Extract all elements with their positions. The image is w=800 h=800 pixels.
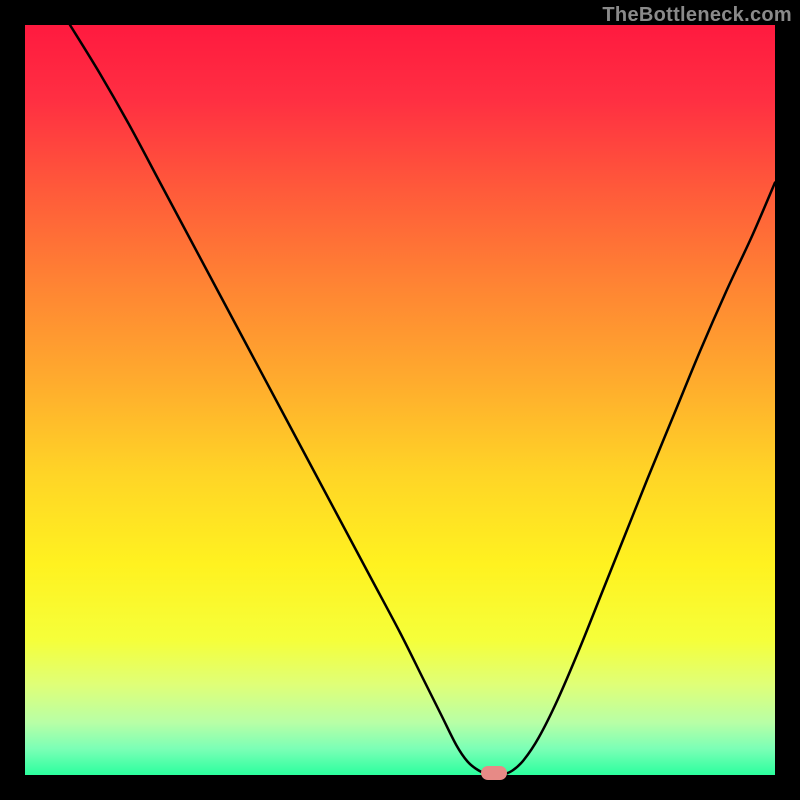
plot-area [25,25,775,775]
optimum-marker [481,766,507,780]
chart-frame: TheBottleneck.com [0,0,800,800]
watermark-text: TheBottleneck.com [602,4,792,27]
bottleneck-curve [25,25,775,775]
